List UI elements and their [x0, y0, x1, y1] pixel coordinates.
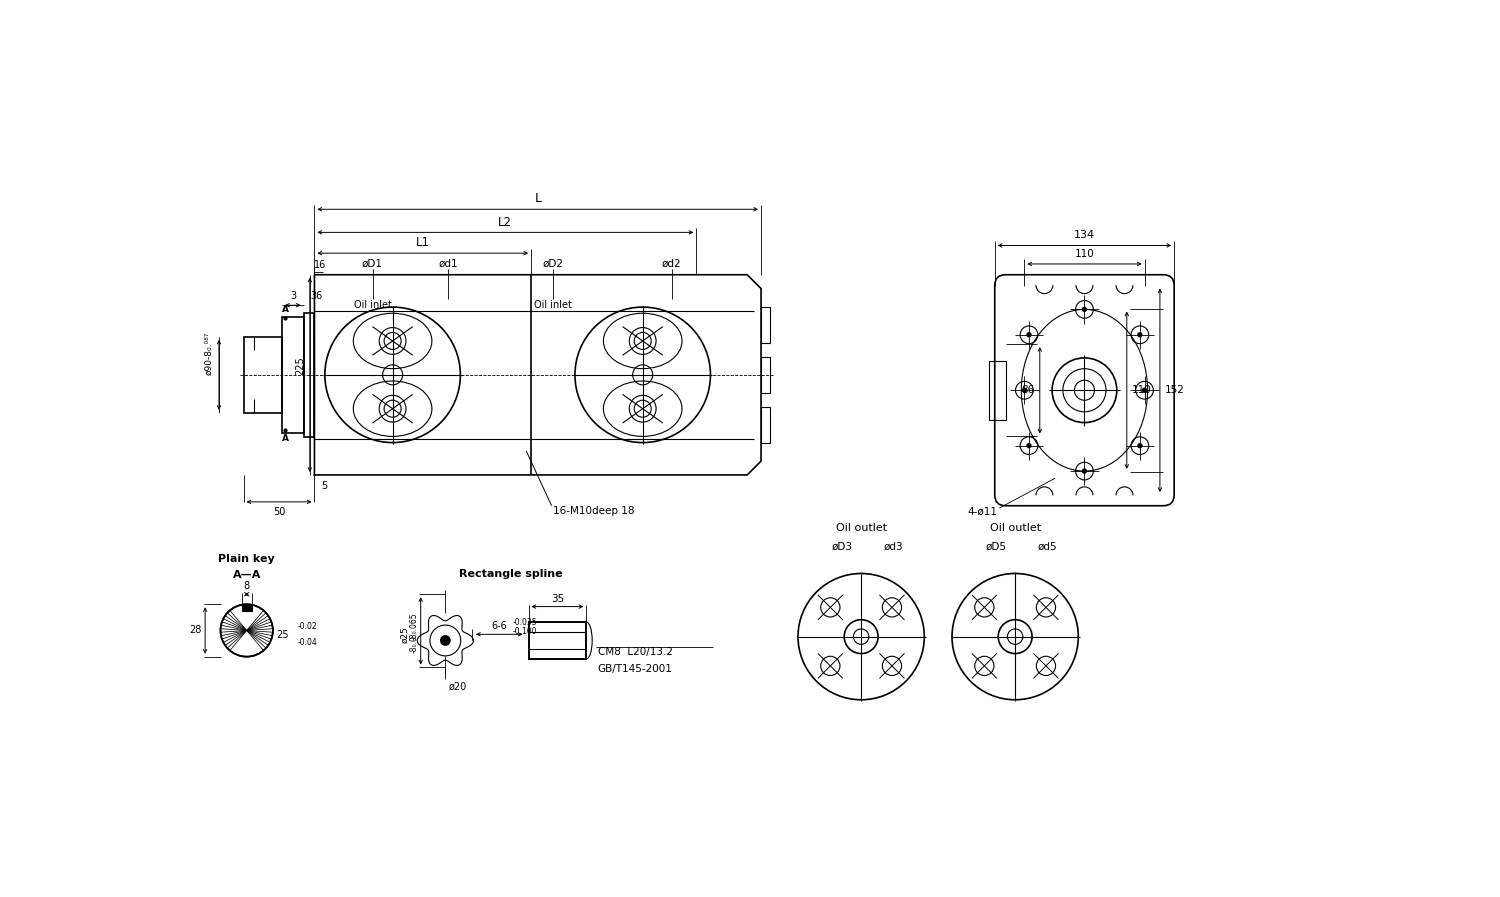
Circle shape — [1082, 468, 1088, 474]
Text: 3: 3 — [290, 292, 296, 301]
Text: L1: L1 — [416, 236, 430, 249]
Text: ød3: ød3 — [884, 542, 903, 552]
Text: 8: 8 — [243, 581, 250, 591]
Bar — [760, 357, 771, 393]
Text: øD2: øD2 — [543, 258, 564, 268]
Text: 25: 25 — [276, 630, 288, 640]
Text: øD1: øD1 — [362, 258, 382, 268]
Text: ø25: ø25 — [400, 626, 410, 643]
Text: øD3: øD3 — [831, 542, 852, 552]
Text: 110: 110 — [1074, 249, 1095, 259]
Circle shape — [440, 635, 450, 646]
Bar — [528, 622, 586, 659]
Text: L: L — [534, 192, 542, 205]
Text: 16: 16 — [314, 260, 326, 270]
Text: L2: L2 — [498, 215, 513, 229]
Text: Oil outlet: Oil outlet — [990, 524, 1041, 534]
Bar — [303, 313, 315, 437]
Text: Oil outlet: Oil outlet — [836, 524, 886, 534]
Circle shape — [1022, 388, 1028, 393]
Text: Oil inlet: Oil inlet — [354, 300, 392, 310]
Circle shape — [1137, 443, 1143, 448]
Text: -0.02: -0.02 — [297, 623, 316, 631]
Text: øD5: øD5 — [986, 542, 1006, 552]
Text: 50: 50 — [273, 508, 285, 518]
Text: 134: 134 — [1074, 230, 1095, 240]
Text: ød2: ød2 — [662, 258, 681, 268]
Circle shape — [1026, 332, 1032, 337]
Text: -0.04: -0.04 — [297, 639, 318, 648]
Text: GB/T145-2001: GB/T145-2001 — [598, 664, 672, 674]
Text: Plain key: Plain key — [219, 554, 274, 564]
Text: ø20: ø20 — [448, 682, 466, 692]
Bar — [760, 307, 771, 343]
Circle shape — [1026, 443, 1032, 448]
Text: -0.035: -0.035 — [513, 618, 537, 627]
Text: 16-M10deep 18: 16-M10deep 18 — [554, 506, 634, 516]
Bar — [242, 605, 252, 611]
Text: 86: 86 — [1022, 385, 1035, 396]
Circle shape — [1137, 332, 1143, 337]
Bar — [282, 317, 303, 433]
Circle shape — [1142, 388, 1148, 393]
Text: 5: 5 — [321, 481, 327, 491]
Text: -8₀.0: -8₀.0 — [410, 635, 419, 653]
Text: ø90-8₀.⁰⁸⁷: ø90-8₀.⁰⁸⁷ — [204, 332, 213, 375]
Text: Oil inlet: Oil inlet — [534, 300, 573, 310]
Text: 225: 225 — [296, 356, 304, 375]
Bar — [760, 407, 771, 443]
Circle shape — [220, 605, 273, 657]
Circle shape — [1082, 307, 1088, 312]
Text: -0.100: -0.100 — [513, 627, 537, 636]
Text: A: A — [282, 434, 288, 443]
Text: ød1: ød1 — [438, 258, 458, 268]
Text: 152: 152 — [1166, 385, 1185, 396]
Text: 36: 36 — [310, 292, 322, 301]
Text: ød5: ød5 — [1038, 542, 1058, 552]
Text: 35: 35 — [550, 594, 564, 604]
Text: 28: 28 — [189, 625, 202, 635]
Text: A: A — [282, 305, 288, 314]
Text: Rectangle spline: Rectangle spline — [459, 569, 562, 579]
Text: 110: 110 — [1132, 385, 1152, 396]
Text: 6-6: 6-6 — [490, 622, 507, 631]
Bar — [988, 361, 1005, 420]
Bar — [528, 622, 586, 659]
Bar — [243, 336, 282, 413]
Text: CM8  L20/13.2: CM8 L20/13.2 — [598, 647, 674, 657]
Text: A—A: A—A — [232, 570, 261, 579]
Text: 4-ø11: 4-ø11 — [968, 507, 998, 517]
Text: -8₀.065: -8₀.065 — [410, 613, 419, 640]
